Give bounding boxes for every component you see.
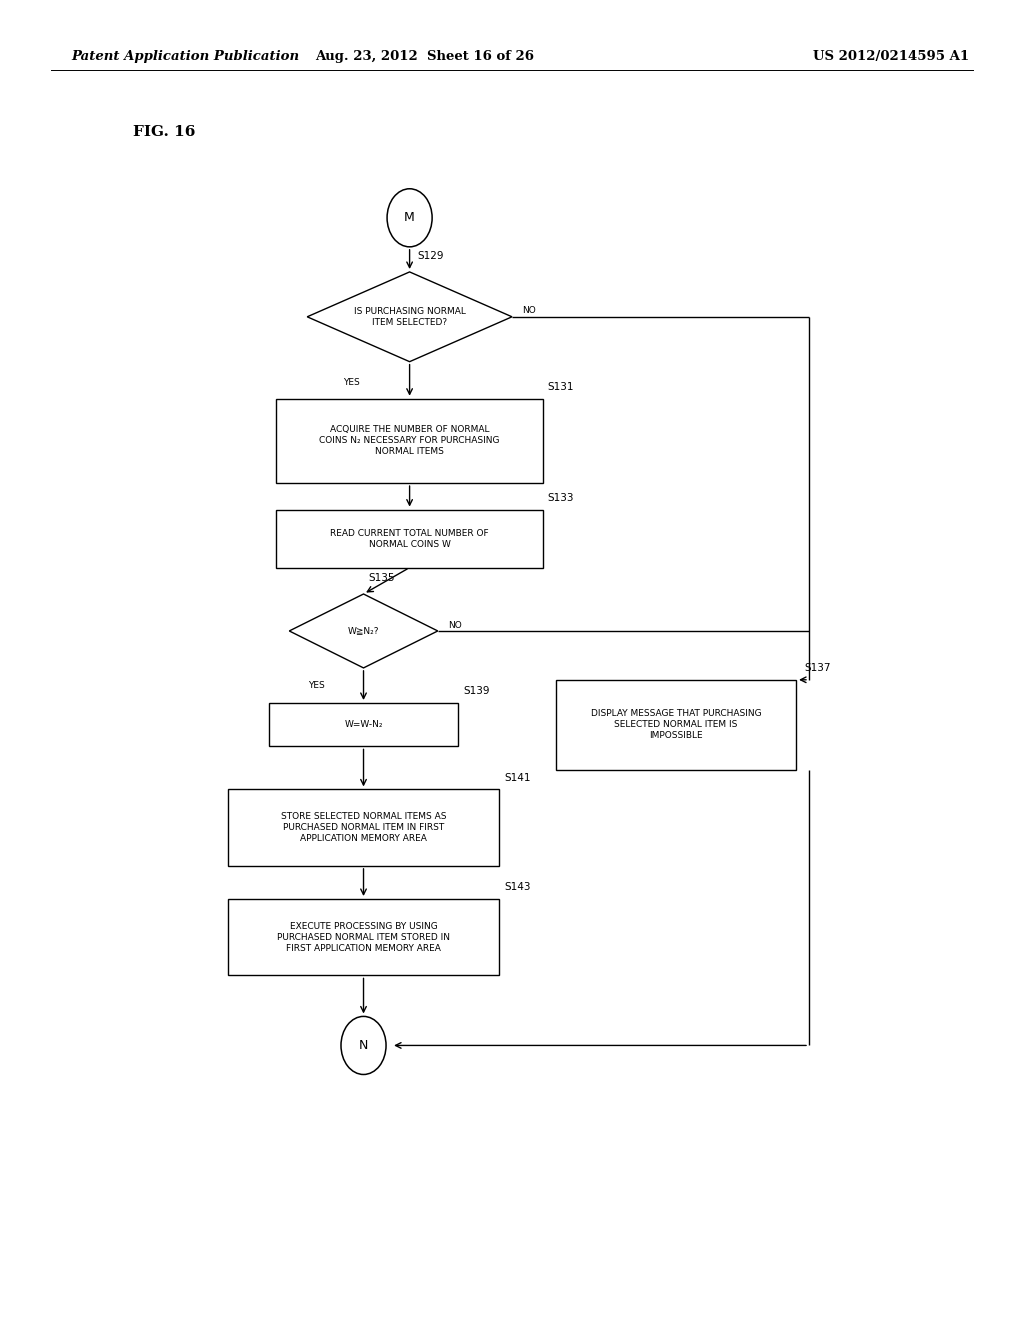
Text: YES: YES [343,378,359,387]
Text: NO: NO [522,306,536,314]
Text: S141: S141 [504,772,530,783]
Text: Aug. 23, 2012  Sheet 16 of 26: Aug. 23, 2012 Sheet 16 of 26 [315,50,535,63]
Text: S143: S143 [504,882,530,892]
Text: S129: S129 [418,251,444,261]
Text: STORE SELECTED NORMAL ITEMS AS
PURCHASED NORMAL ITEM IN FIRST
APPLICATION MEMORY: STORE SELECTED NORMAL ITEMS AS PURCHASED… [281,812,446,843]
Text: DISPLAY MESSAGE THAT PURCHASING
SELECTED NORMAL ITEM IS
IMPOSSIBLE: DISPLAY MESSAGE THAT PURCHASING SELECTED… [591,709,761,741]
Text: M: M [404,211,415,224]
Text: W≧N₂?: W≧N₂? [348,627,379,635]
Text: S131: S131 [548,381,574,392]
Text: S137: S137 [805,663,830,673]
Text: YES: YES [307,681,325,690]
Text: W=W-N₂: W=W-N₂ [344,721,383,729]
Text: S133: S133 [548,492,574,503]
Text: S135: S135 [369,573,395,583]
Text: READ CURRENT TOTAL NUMBER OF
NORMAL COINS W: READ CURRENT TOTAL NUMBER OF NORMAL COIN… [331,528,488,549]
Text: S139: S139 [463,686,489,697]
Text: IS PURCHASING NORMAL
ITEM SELECTED?: IS PURCHASING NORMAL ITEM SELECTED? [353,306,466,327]
Text: ACQUIRE THE NUMBER OF NORMAL
COINS N₂ NECESSARY FOR PURCHASING
NORMAL ITEMS: ACQUIRE THE NUMBER OF NORMAL COINS N₂ NE… [319,425,500,457]
Text: NO: NO [449,622,462,630]
Text: Patent Application Publication: Patent Application Publication [72,50,300,63]
Text: N: N [358,1039,369,1052]
Text: US 2012/0214595 A1: US 2012/0214595 A1 [813,50,969,63]
Text: FIG. 16: FIG. 16 [133,125,196,139]
Text: EXECUTE PROCESSING BY USING
PURCHASED NORMAL ITEM STORED IN
FIRST APPLICATION ME: EXECUTE PROCESSING BY USING PURCHASED NO… [278,921,450,953]
